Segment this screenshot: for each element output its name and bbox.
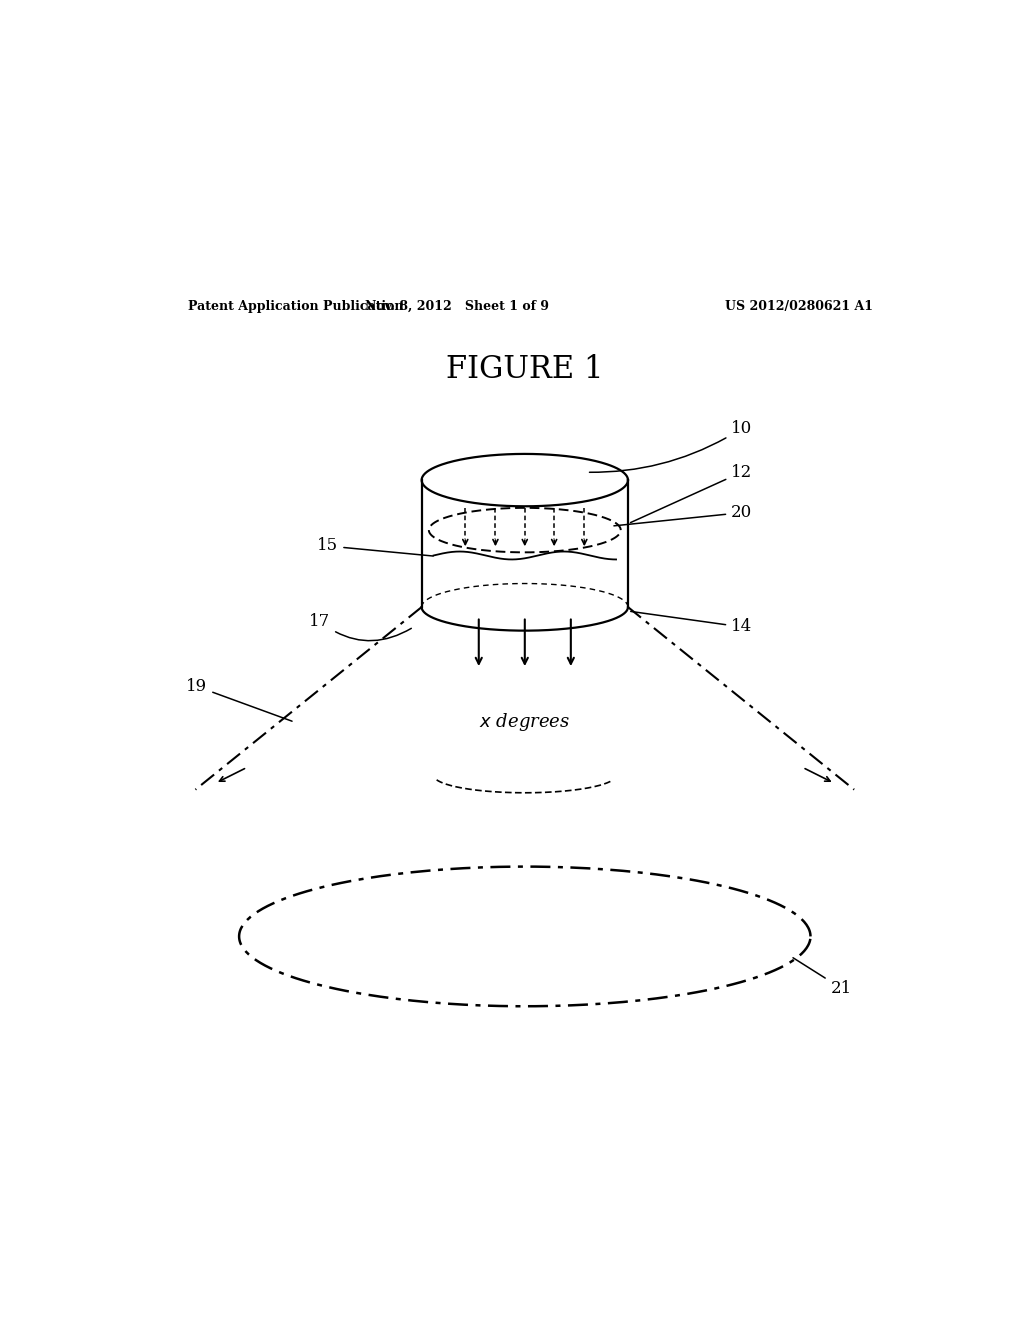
Text: 15: 15 [317, 537, 433, 556]
Text: 10: 10 [590, 420, 753, 473]
Text: 14: 14 [631, 611, 753, 635]
Text: 21: 21 [793, 958, 852, 997]
Text: $x$ degrees: $x$ degrees [479, 711, 570, 733]
Text: 19: 19 [186, 678, 292, 721]
Text: 12: 12 [631, 463, 753, 523]
Text: 20: 20 [614, 504, 753, 525]
Text: 17: 17 [309, 612, 412, 640]
Text: Nov. 8, 2012   Sheet 1 of 9: Nov. 8, 2012 Sheet 1 of 9 [366, 300, 549, 313]
Text: Patent Application Publication: Patent Application Publication [187, 300, 403, 313]
Text: US 2012/0280621 A1: US 2012/0280621 A1 [725, 300, 872, 313]
Text: FIGURE 1: FIGURE 1 [446, 354, 603, 384]
